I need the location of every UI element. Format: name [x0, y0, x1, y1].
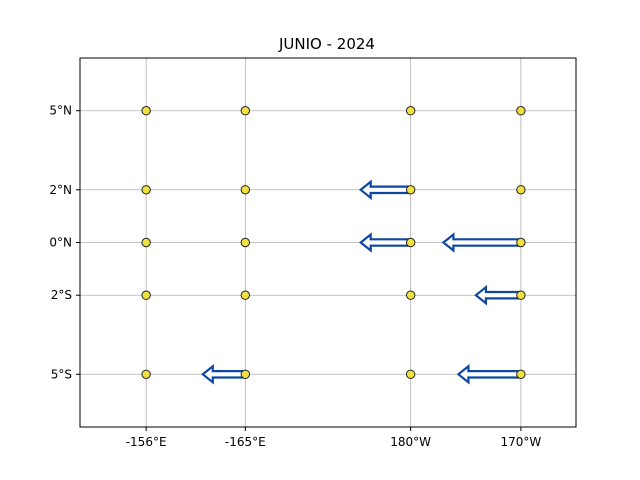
data-point-marker [240, 290, 251, 300]
wind-vector-arrow [456, 364, 523, 385]
y-axis-ticks: 5°N 2°N 0°N 2°S 5°S [49, 104, 80, 381]
x-tick-label: -156°E [126, 435, 167, 449]
data-point-marker [516, 237, 526, 248]
data-point-marker [141, 369, 151, 379]
data-point-marker [516, 290, 526, 300]
wind-vectors [201, 179, 523, 385]
data-point-marker [141, 290, 151, 300]
y-tick-label: 2°N [49, 183, 72, 197]
y-tick-label: 2°S [51, 288, 72, 302]
data-point-marker [141, 237, 151, 248]
data-point-marker [405, 185, 416, 195]
data-point-marker [240, 185, 251, 195]
x-tick-label: 180°W [390, 435, 431, 449]
x-axis-ticks: -156°E -165°E 180°W 170°W [126, 427, 541, 449]
data-point-marker [240, 237, 251, 248]
y-tick-label: 5°N [49, 104, 72, 118]
x-tick-label: 170°W [500, 435, 541, 449]
data-point-marker [516, 185, 526, 195]
wind-vector-arrow [201, 364, 247, 385]
data-point-marker [405, 369, 416, 379]
data-point-marker [240, 369, 251, 379]
y-tick-label: 5°S [51, 367, 72, 381]
data-point-marker [141, 185, 151, 195]
data-point-marker [141, 106, 151, 116]
data-point-marker [516, 369, 526, 379]
data-point-marker [516, 106, 526, 116]
data-point-marker [240, 106, 251, 116]
chart-title: JUNIO - 2024 [278, 35, 375, 53]
data-point-marker [405, 237, 416, 248]
y-tick-label: 0°N [49, 236, 72, 250]
data-point-marker [405, 290, 416, 300]
data-points [141, 106, 526, 379]
wind-vector-arrow [441, 232, 523, 253]
x-tick-label: -165°E [225, 435, 266, 449]
wind-vector-arrow [474, 284, 523, 306]
data-point-marker [405, 106, 416, 116]
wind-vector-arrow [358, 179, 412, 201]
wind-vector-arrow [358, 232, 412, 253]
